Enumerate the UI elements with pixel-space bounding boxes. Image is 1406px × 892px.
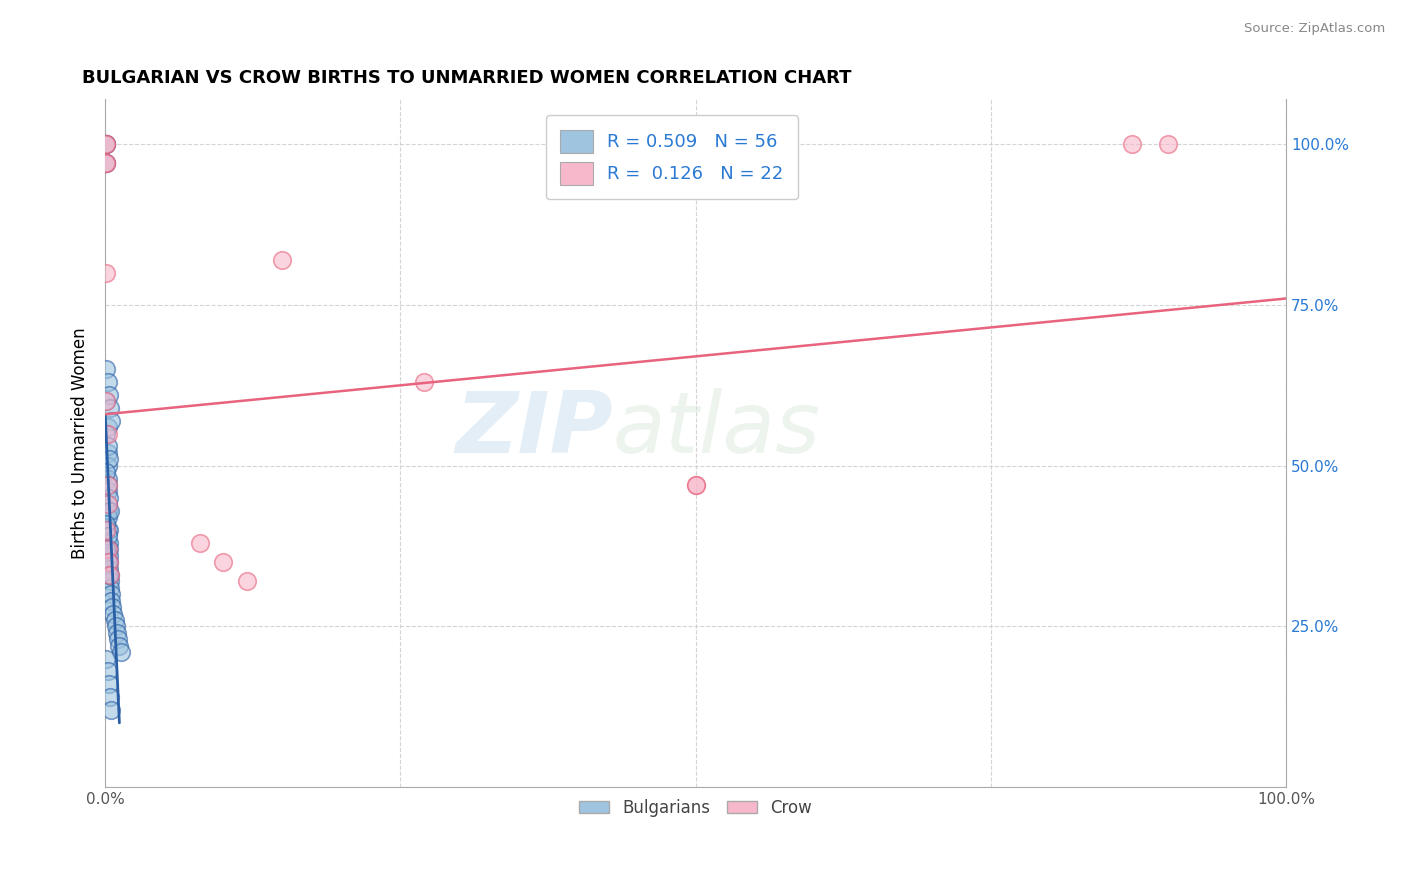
Point <box>110 645 132 659</box>
Point <box>97 497 120 511</box>
Point <box>104 613 127 627</box>
Point <box>97 561 120 575</box>
Point <box>107 632 129 647</box>
Point <box>100 587 122 601</box>
Point <box>97 420 120 434</box>
Text: BULGARIAN VS CROW BIRTHS TO UNMARRIED WOMEN CORRELATION CHART: BULGARIAN VS CROW BIRTHS TO UNMARRIED WO… <box>82 69 851 87</box>
Point <box>96 362 118 376</box>
Text: atlas: atlas <box>613 388 821 471</box>
Point <box>96 465 118 479</box>
Point <box>97 529 120 543</box>
Point <box>97 549 120 563</box>
Point <box>100 593 122 607</box>
Point <box>97 536 120 550</box>
Point <box>685 478 707 492</box>
Point <box>97 388 120 402</box>
Point <box>98 401 121 415</box>
Point <box>97 452 120 467</box>
Y-axis label: Births to Unmarried Women: Births to Unmarried Women <box>72 327 89 559</box>
Point <box>96 137 118 152</box>
Point <box>98 581 121 595</box>
Point <box>96 156 118 170</box>
Point <box>97 665 120 679</box>
Point <box>108 639 131 653</box>
Point <box>97 471 120 485</box>
Point <box>98 568 121 582</box>
Point <box>103 607 125 621</box>
Point <box>96 426 118 441</box>
Point <box>97 568 120 582</box>
Point <box>96 394 118 409</box>
Legend: Bulgarians, Crow: Bulgarians, Crow <box>572 792 818 823</box>
Point <box>97 497 120 511</box>
Point <box>97 523 120 537</box>
Point <box>96 156 118 170</box>
Point <box>96 156 118 170</box>
Point <box>98 504 121 518</box>
Point <box>685 478 707 492</box>
Point <box>413 375 436 389</box>
Point <box>96 266 118 280</box>
Point <box>96 137 118 152</box>
Point <box>100 703 122 717</box>
Point <box>271 252 294 267</box>
Point <box>97 542 120 557</box>
Point <box>97 439 120 453</box>
Point <box>1157 137 1180 152</box>
Point <box>96 542 118 557</box>
Point <box>96 523 118 537</box>
Point <box>97 542 120 557</box>
Point <box>188 536 211 550</box>
Point <box>98 690 121 705</box>
Point <box>105 625 128 640</box>
Point <box>97 458 120 473</box>
Point <box>97 677 120 691</box>
Point <box>97 426 120 441</box>
Point <box>96 394 118 409</box>
Point <box>97 555 120 569</box>
Point <box>212 555 235 569</box>
Text: Source: ZipAtlas.com: Source: ZipAtlas.com <box>1244 22 1385 36</box>
Point <box>97 555 120 569</box>
Point <box>100 414 122 428</box>
Point <box>96 137 118 152</box>
Point <box>97 504 120 518</box>
Point <box>1121 137 1143 152</box>
Point <box>97 491 120 505</box>
Point <box>97 555 120 569</box>
Point <box>97 478 120 492</box>
Point <box>101 600 124 615</box>
Point <box>97 446 120 460</box>
Point <box>97 478 120 492</box>
Point <box>96 137 118 152</box>
Point <box>97 484 120 499</box>
Point <box>97 375 120 389</box>
Point <box>96 137 118 152</box>
Point <box>97 523 120 537</box>
Point <box>96 651 118 665</box>
Point <box>104 619 127 633</box>
Point <box>98 574 121 589</box>
Point <box>96 156 118 170</box>
Point <box>97 510 120 524</box>
Point <box>98 568 121 582</box>
Point <box>96 516 118 531</box>
Text: ZIP: ZIP <box>456 388 613 471</box>
Point <box>236 574 259 589</box>
